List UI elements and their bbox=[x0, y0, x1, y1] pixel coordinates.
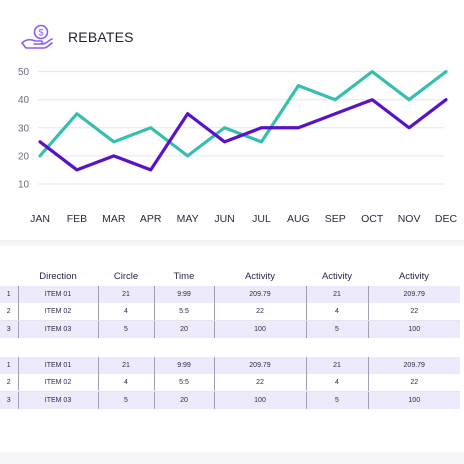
y-tick-label: 20 bbox=[18, 151, 30, 162]
section-divider bbox=[0, 240, 464, 246]
row-index: 2 bbox=[0, 303, 18, 321]
cell-activity-3: 209.79 bbox=[367, 357, 460, 374]
table-row: 2 ITEM 02 4 5:5 22 4 22 bbox=[0, 303, 460, 321]
table-row: 2 ITEM 02 4 5:5 22 4 22 bbox=[0, 374, 460, 392]
cell-activity-3: 22 bbox=[367, 303, 460, 321]
cell-time: 20 bbox=[153, 320, 214, 338]
x-tick-label: FEB bbox=[67, 213, 87, 225]
x-tick-label: JAN bbox=[30, 213, 50, 225]
cell-activity-1: 22 bbox=[213, 374, 306, 392]
x-tick-label: MAY bbox=[177, 213, 199, 225]
x-tick-label: AUG bbox=[287, 213, 310, 225]
cell-direction: ITEM 02 bbox=[17, 374, 98, 392]
header-direction: Direction bbox=[39, 270, 77, 282]
card-title: REBATES bbox=[68, 29, 134, 45]
cell-activity-2: 4 bbox=[305, 303, 368, 321]
cell-direction: ITEM 01 bbox=[17, 286, 98, 303]
header-circle: Circle bbox=[113, 270, 139, 282]
table-row: 3 ITEM 03 5 20 100 5 100 bbox=[0, 391, 460, 409]
cell-direction: ITEM 03 bbox=[17, 320, 98, 338]
cell-activity-3: 209.79 bbox=[367, 286, 460, 303]
cell-time: 9:99 bbox=[153, 286, 214, 303]
series-line-2 bbox=[38, 98, 448, 172]
header-activity-3: Activity bbox=[398, 270, 430, 282]
svg-text:$: $ bbox=[38, 28, 43, 38]
card-header: $ REBATES bbox=[20, 24, 134, 50]
cell-time: 5:5 bbox=[153, 303, 214, 321]
table-header-row: Direction Circle Time Activity Activity … bbox=[0, 260, 460, 286]
cell-time: 20 bbox=[153, 391, 214, 409]
row-index: 1 bbox=[0, 357, 18, 374]
chart-series bbox=[38, 70, 448, 172]
table-gap bbox=[0, 338, 464, 357]
cell-circle: 4 bbox=[97, 374, 154, 392]
cell-activity-3: 22 bbox=[367, 374, 460, 392]
header-time: Time bbox=[173, 270, 195, 282]
cell-direction: ITEM 02 bbox=[17, 303, 98, 321]
y-axis-ticks: 10 20 30 40 50 bbox=[18, 67, 30, 190]
x-tick-label: SEP bbox=[325, 213, 346, 225]
rebates-card: $ REBATES 10 20 30 40 50 JAN FEB MAR APR MAY JUN J… bbox=[18, 24, 458, 225]
y-tick-label: 50 bbox=[18, 67, 30, 78]
cell-activity-2: 4 bbox=[305, 374, 368, 392]
cell-direction: ITEM 01 bbox=[17, 357, 98, 374]
x-tick-label: MAR bbox=[102, 213, 126, 225]
row-index: 2 bbox=[0, 374, 18, 392]
cell-activity-2: 5 bbox=[305, 391, 368, 409]
x-tick-label: NOV bbox=[398, 213, 421, 225]
x-tick-label: OCT bbox=[361, 213, 384, 225]
cell-circle: 5 bbox=[97, 320, 154, 338]
rebates-line-chart: 10 20 30 40 50 JAN FEB MAR APR MAY JUN JUL AUG SEP OC… bbox=[18, 67, 458, 225]
cell-circle: 21 bbox=[97, 357, 154, 374]
y-tick-label: 40 bbox=[18, 95, 30, 106]
cell-activity-1: 209.79 bbox=[213, 357, 306, 374]
cell-activity-2: 21 bbox=[305, 357, 368, 374]
table-row: 3 ITEM 03 5 20 100 5 100 bbox=[0, 320, 460, 338]
y-tick-label: 10 bbox=[18, 179, 30, 190]
x-tick-label: APR bbox=[140, 213, 162, 225]
cell-time: 5:5 bbox=[153, 374, 214, 392]
cell-circle: 5 bbox=[97, 391, 154, 409]
cell-activity-1: 100 bbox=[213, 391, 306, 409]
hand-coin-icon: $ bbox=[21, 24, 53, 49]
x-tick-label: DEC bbox=[435, 213, 458, 225]
y-tick-label: 30 bbox=[18, 123, 30, 134]
row-index: 3 bbox=[0, 391, 18, 409]
table-row: 1 ITEM 01 21 9:99 209.79 21 209.79 bbox=[0, 357, 460, 374]
cell-time: 9:99 bbox=[153, 357, 214, 374]
cell-activity-1: 22 bbox=[213, 303, 306, 321]
header-index bbox=[0, 260, 18, 286]
cell-direction: ITEM 03 bbox=[17, 391, 98, 409]
header-activity-1: Activity bbox=[244, 270, 276, 282]
row-index: 1 bbox=[0, 286, 18, 303]
footer-strip bbox=[0, 452, 464, 464]
x-tick-label: JUL bbox=[252, 213, 271, 225]
cell-activity-2: 21 bbox=[305, 286, 368, 303]
chart-gridlines bbox=[38, 71, 444, 185]
table-row: 1 ITEM 01 21 9:99 209.79 21 209.79 bbox=[0, 286, 460, 303]
data-table-2: 1 ITEM 01 21 9:99 209.79 21 209.79 2 ITE… bbox=[0, 357, 460, 409]
x-axis-ticks: JAN FEB MAR APR MAY JUN JUL AUG SEP OCT NOV DEC bbox=[30, 213, 457, 225]
cell-activity-1: 100 bbox=[213, 320, 306, 338]
series-line-1 bbox=[38, 70, 448, 158]
cell-activity-3: 100 bbox=[367, 391, 460, 409]
tables-section: Direction Circle Time Activity Activity … bbox=[0, 260, 464, 409]
cell-activity-2: 5 bbox=[305, 320, 368, 338]
cell-activity-1: 209.79 bbox=[213, 286, 306, 303]
cell-activity-3: 100 bbox=[367, 320, 460, 338]
row-index: 3 bbox=[0, 320, 18, 338]
x-tick-label: JUN bbox=[214, 213, 234, 225]
data-table-1: Direction Circle Time Activity Activity … bbox=[0, 260, 460, 338]
header-activity-2: Activity bbox=[321, 270, 353, 282]
cell-circle: 21 bbox=[97, 286, 154, 303]
cell-circle: 4 bbox=[97, 303, 154, 321]
